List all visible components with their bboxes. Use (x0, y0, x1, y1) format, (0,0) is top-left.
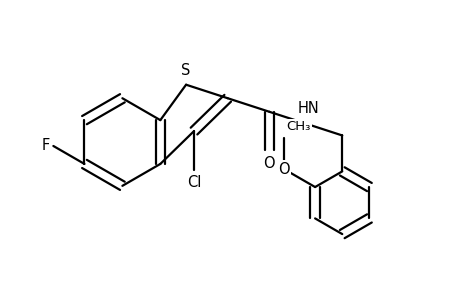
Text: F: F (41, 139, 49, 154)
Text: CH₃: CH₃ (286, 120, 310, 133)
Text: HN: HN (297, 101, 319, 116)
Text: O: O (278, 162, 289, 177)
Text: O: O (263, 156, 274, 171)
Text: S: S (181, 63, 190, 78)
Text: Cl: Cl (186, 175, 201, 190)
